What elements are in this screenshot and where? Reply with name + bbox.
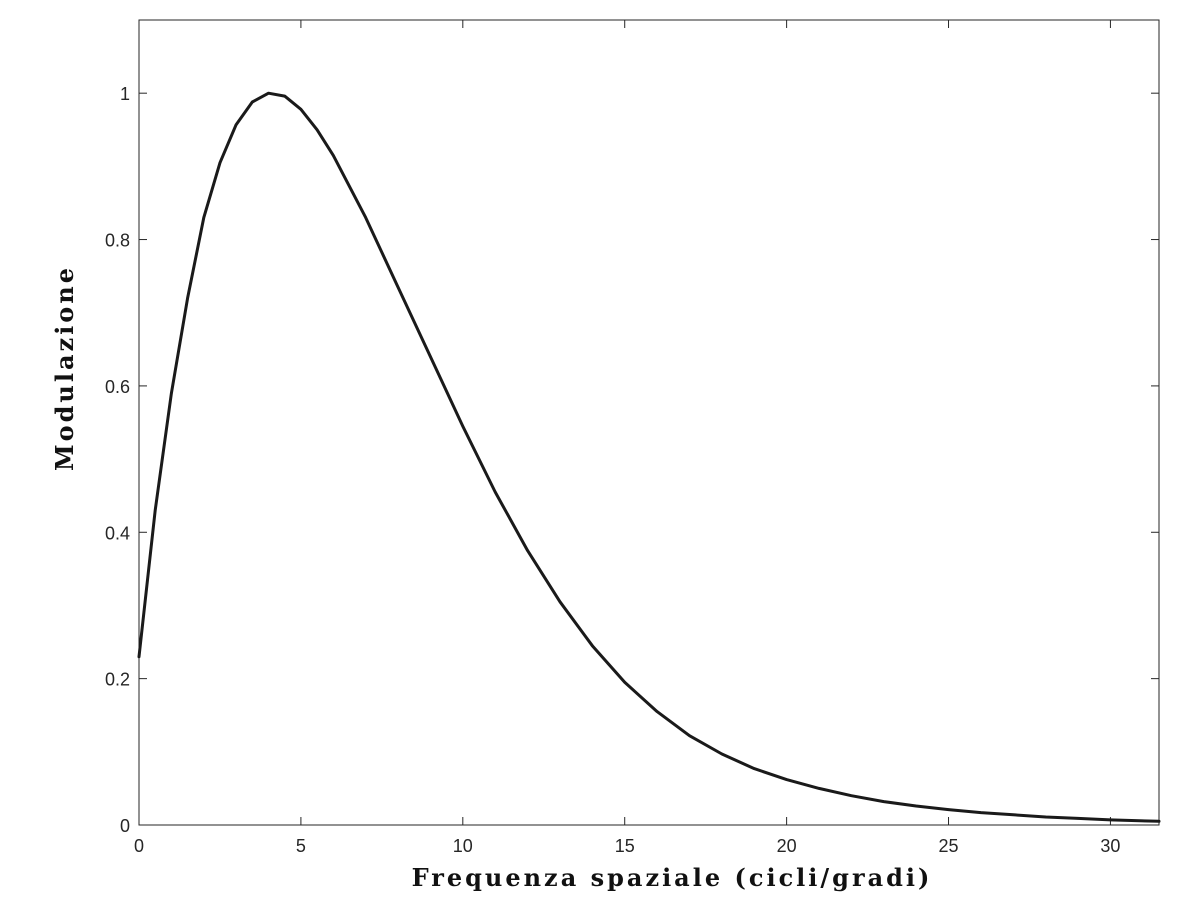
data-point [202,216,205,219]
data-point [234,123,238,126]
x-tick-label: 20 [777,836,797,856]
data-point [494,490,497,494]
series-line [137,91,1161,823]
data-point [332,154,335,157]
x-axis-title: Frequenza spaziale (cicli/gradi) [412,863,933,892]
data-point [251,100,254,104]
data-point [1109,818,1112,822]
data-point [753,767,756,770]
data-point [364,216,367,219]
x-tick-label: 0 [134,836,144,856]
data-point [429,355,432,358]
x-axis-ticks: 0 5 10 15 20 25 30 [134,20,1120,856]
data-point [461,425,464,428]
data-point [850,794,853,797]
data-point [591,644,594,647]
data-point [558,600,562,603]
data-point [1012,813,1015,816]
data-point [299,108,303,111]
data-point [1044,815,1047,819]
data-point [267,92,270,95]
data-point [979,811,983,814]
data-point [315,128,319,131]
x-tick-label: 10 [453,836,473,856]
data-point [785,778,788,781]
data-point [882,800,885,803]
data-point [526,549,529,552]
x-tick-label: 30 [1100,836,1120,856]
y-tick-label: 0.8 [105,231,130,251]
data-point [655,710,659,713]
data-point [283,94,286,98]
data-point [154,509,157,512]
data-point [186,296,189,300]
data-point [170,392,173,395]
data-point [1076,817,1080,820]
x-tick-label: 5 [296,836,306,856]
x-tick-label: 25 [939,836,959,856]
data-point [947,808,950,811]
y-tick-label: 1 [120,84,130,104]
y-tick-label: 0 [120,816,130,836]
y-tick-label: 0.4 [105,523,130,543]
data-point [914,804,918,808]
series-points [137,92,1161,823]
y-axis-ticks: 0 0.2 0.4 0.6 0.8 1 [105,84,1159,836]
data-point [137,655,141,658]
data-point [396,285,400,289]
data-point [720,752,724,756]
data-point [218,161,222,164]
y-tick-label: 0.2 [105,670,130,690]
y-axis-title: Modulazione [50,265,79,471]
x-tick-label: 15 [615,836,635,856]
y-tick-label: 0.6 [105,377,130,397]
data-point [688,734,691,737]
plot-frame [138,19,1160,826]
data-point [623,681,626,684]
data-point [1157,820,1161,823]
data-point [817,787,821,790]
